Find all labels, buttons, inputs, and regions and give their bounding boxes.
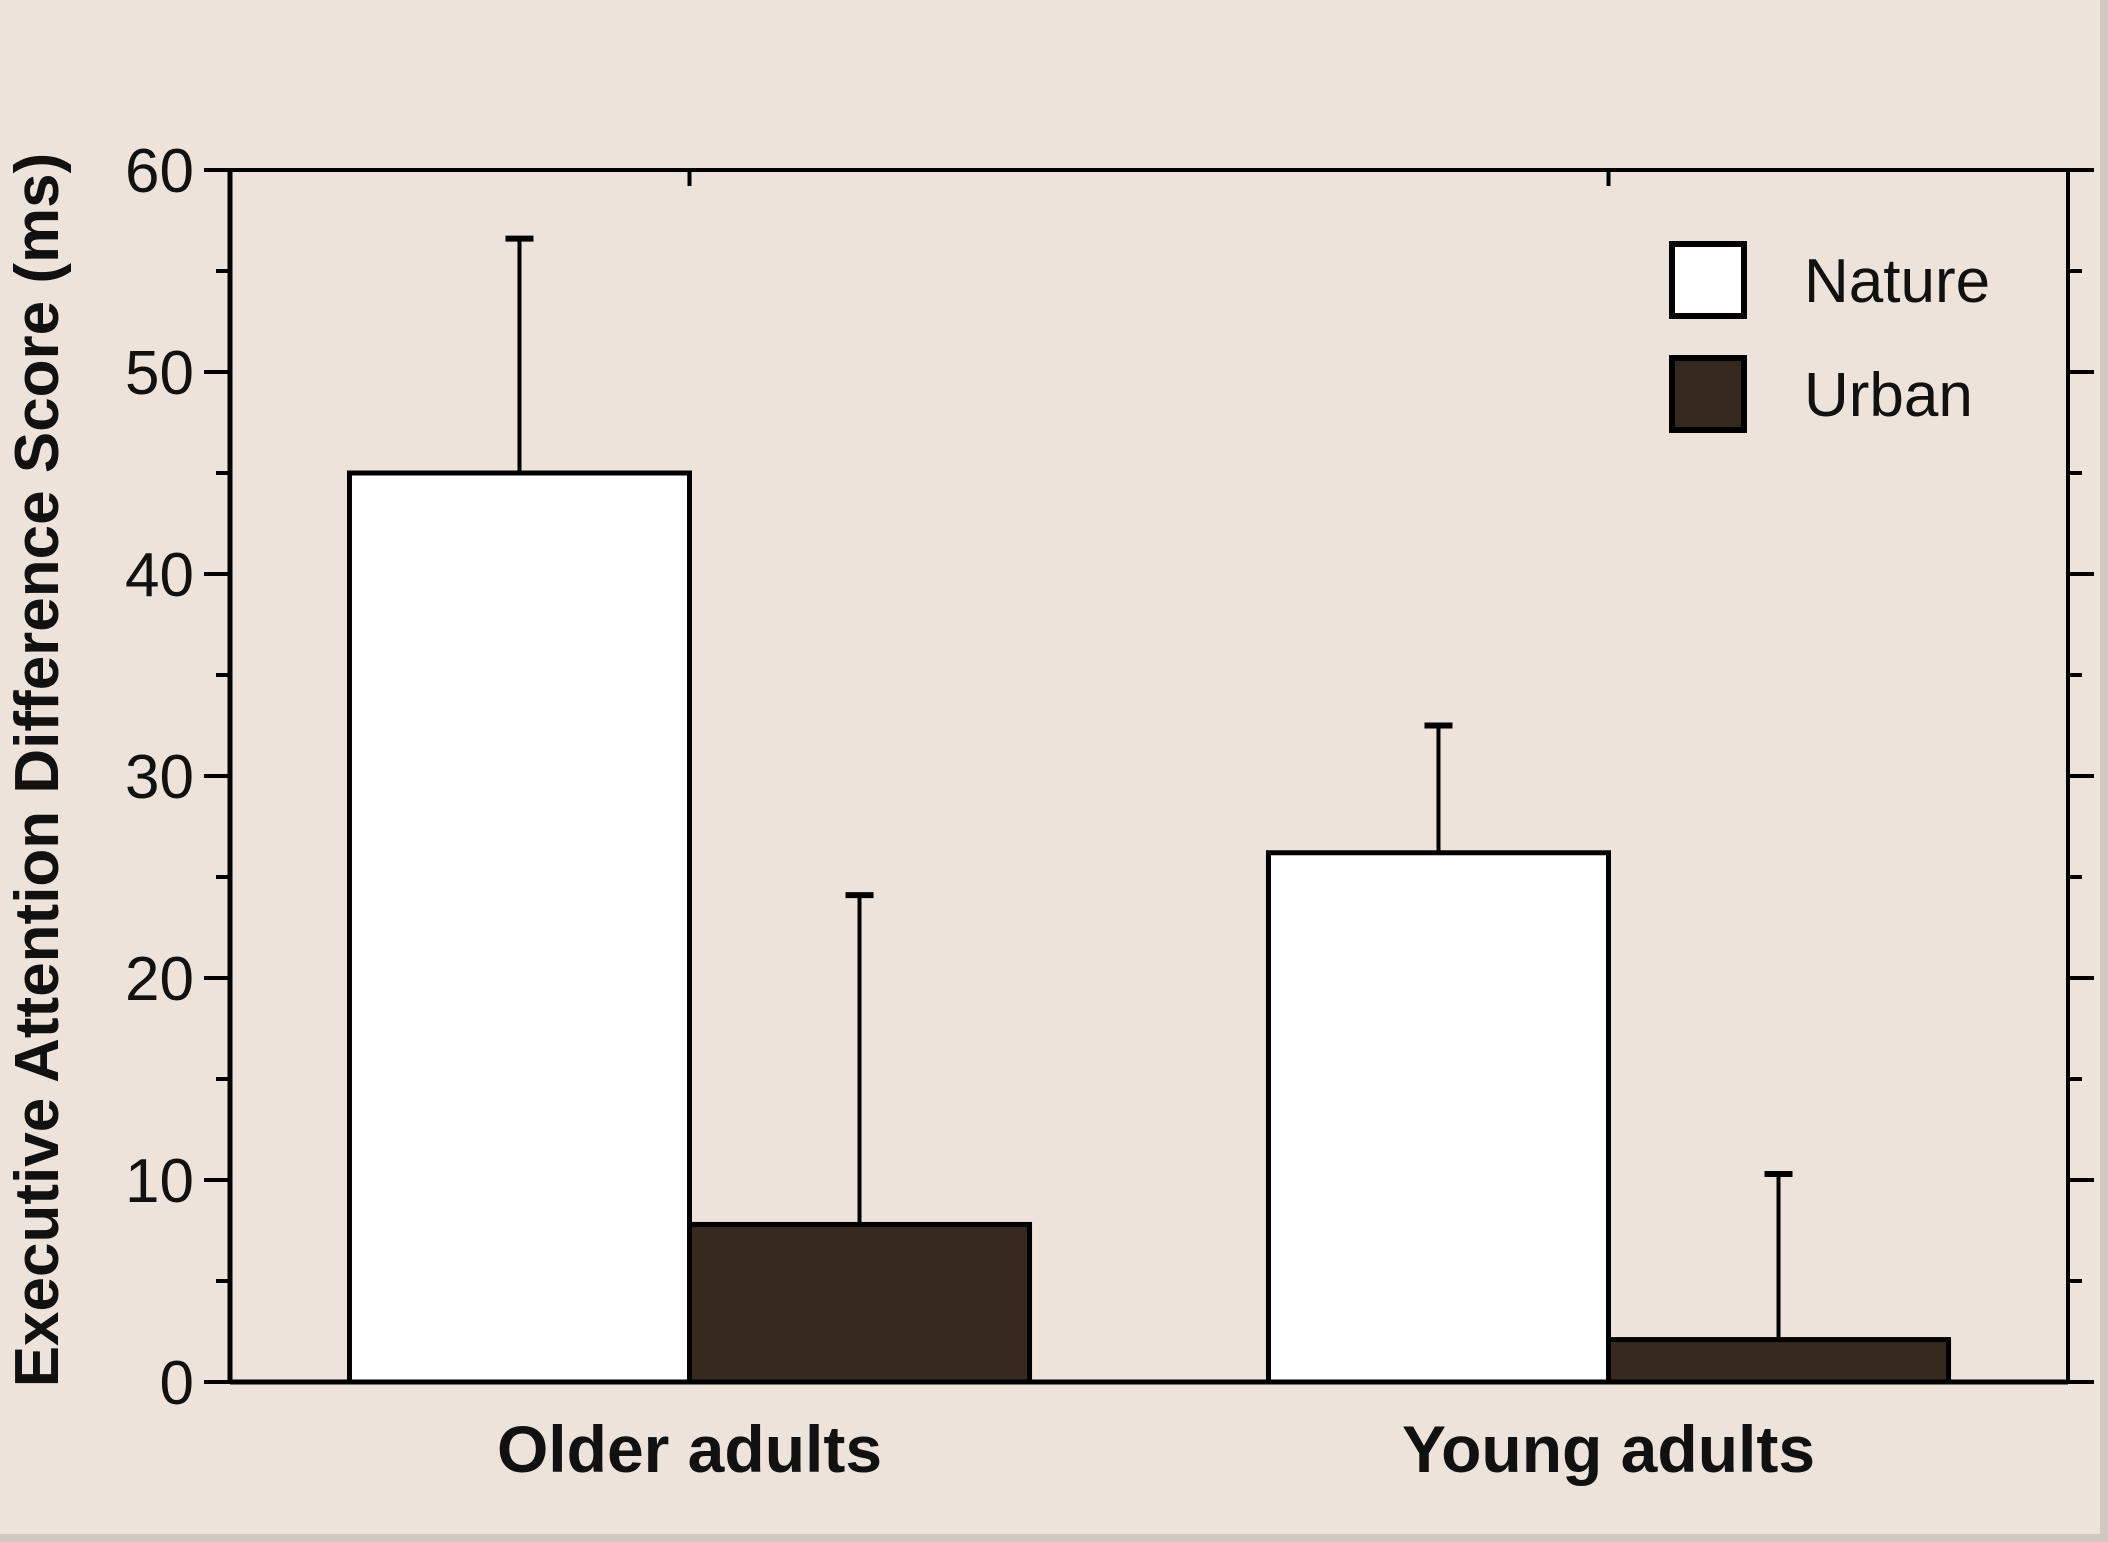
bar-urban-2 [1606, 1337, 1952, 1385]
y-tick-label: 60 [125, 137, 194, 206]
legend-label-nature: Nature [1804, 247, 1990, 316]
bar-nature-1 [346, 470, 692, 1385]
y-tick-label: 20 [125, 945, 194, 1014]
y-tick-label: 50 [125, 339, 194, 408]
y-tick-label: 30 [125, 743, 194, 812]
y-tick-label: 0 [160, 1349, 194, 1418]
y-axis-label: Executive Attention Difference Score (ms… [3, 153, 72, 1388]
x-tick-label: Young adults [1402, 1412, 1815, 1486]
legend-label-urban: Urban [1804, 361, 1973, 430]
bar-urban-1 [687, 1221, 1033, 1385]
legend-swatch-nature [1669, 241, 1747, 319]
legend-swatch-urban [1669, 355, 1747, 433]
bar-nature-2 [1265, 850, 1611, 1385]
y-tick-label: 40 [125, 541, 194, 610]
y-tick-label: 10 [125, 1147, 194, 1216]
x-tick-label: Older adults [497, 1412, 882, 1486]
